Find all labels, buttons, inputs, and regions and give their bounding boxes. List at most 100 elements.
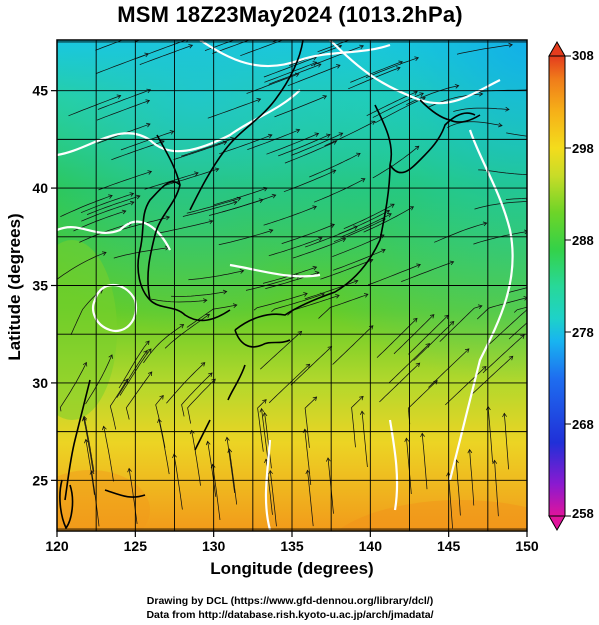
streamline-arrowhead — [464, 348, 470, 353]
chart-title: MSM 18Z23May2024 (1013.2hPa) — [117, 2, 463, 27]
streamline — [476, 297, 527, 320]
streamline-arrowhead — [322, 95, 328, 100]
streamline-arrowhead — [205, 440, 211, 446]
streamline-arrowhead — [429, 314, 435, 319]
streamline — [135, 40, 141, 42]
streamline — [261, 408, 269, 465]
streamline — [447, 121, 503, 128]
streamline-arrowhead — [101, 425, 107, 431]
streamline — [103, 426, 114, 482]
streamline-arrowhead — [268, 469, 273, 475]
streamline-arrowhead — [524, 229, 527, 235]
streamline — [155, 395, 166, 448]
lat-lon-grid — [56, 40, 528, 531]
streamline — [332, 249, 386, 271]
streamline — [139, 44, 193, 65]
streamline-arrowhead — [145, 99, 151, 104]
colorbar-tick-label: 288 — [572, 233, 594, 248]
streamline — [494, 460, 499, 517]
streamline-arrowhead — [258, 198, 264, 203]
streamline-arrowhead — [169, 130, 175, 135]
streamline-arrowhead — [211, 378, 216, 384]
streamline — [213, 187, 268, 206]
streamline — [73, 210, 126, 232]
streamline — [304, 429, 312, 485]
streamline — [421, 433, 428, 490]
streamline — [372, 145, 420, 179]
streamline-arrowhead — [520, 334, 525, 339]
streamline-arrowhead — [337, 44, 343, 50]
streamline — [292, 238, 346, 259]
streamline-arrowhead — [356, 152, 361, 157]
streamline — [115, 216, 170, 232]
streamline-arrowhead — [321, 22, 325, 26]
streamline-arrowhead — [330, 223, 335, 228]
lon-tick-label: 120 — [45, 538, 69, 554]
streamline — [186, 304, 237, 328]
streamline-arrowhead — [416, 263, 421, 268]
streamline — [80, 193, 134, 214]
streamline-arrowhead — [336, 64, 341, 69]
streamline — [313, 178, 366, 203]
streamline — [57, 252, 107, 280]
streamline-arrowhead — [147, 371, 153, 377]
streamline-arrowhead — [188, 44, 194, 49]
streamline — [257, 399, 267, 452]
streamline-arrowhead — [314, 132, 320, 137]
streamline — [376, 318, 418, 358]
streamline-arrowhead — [467, 448, 473, 454]
streamline-arrowhead — [305, 469, 311, 475]
streamline-arrowhead — [396, 66, 401, 71]
streamline — [268, 63, 322, 85]
streamline — [508, 322, 527, 340]
streamline — [482, 334, 525, 374]
streamline-arrowhead — [259, 407, 265, 413]
streamline-arrowhead — [186, 40, 189, 43]
streamline — [406, 438, 412, 495]
streamline-arrowhead — [502, 412, 508, 418]
streamline-arrowhead — [289, 36, 293, 40]
streamline — [324, 120, 376, 147]
lat-tick-label: 35 — [32, 278, 48, 294]
streamline — [209, 199, 263, 216]
streamline — [263, 56, 317, 78]
streamline-arrowhead — [200, 362, 206, 367]
streamline — [219, 134, 273, 155]
streamline — [266, 133, 319, 155]
streamline-arrowhead — [505, 106, 510, 112]
streamline — [268, 237, 323, 257]
streamline-arrowhead — [317, 236, 323, 242]
streamline-arrowhead — [413, 90, 418, 96]
latitude-tick-labels: 25 30 35 40 45 — [32, 83, 57, 488]
streamline-arrowhead — [360, 178, 366, 183]
streamline — [340, 213, 392, 238]
streamline-arrowhead — [413, 317, 418, 323]
streamline-arrowhead — [295, 128, 301, 134]
streamline-arrowhead — [477, 304, 483, 310]
lon-tick-label: 140 — [359, 538, 383, 554]
streamline-arrowhead — [144, 30, 148, 34]
y-axis-label: Latitude (degrees) — [5, 213, 24, 360]
streamline-arrowhead — [454, 83, 460, 89]
streamline — [332, 325, 374, 365]
streamline-arrowhead — [294, 72, 300, 78]
streamline-arrowhead — [363, 293, 369, 298]
streamline — [83, 416, 95, 472]
streamline-arrowhead — [381, 248, 386, 254]
streamline — [188, 270, 244, 281]
streamline — [173, 454, 183, 510]
streamline — [456, 44, 513, 55]
streamline-arrowhead — [147, 348, 152, 353]
streamline — [144, 172, 199, 190]
streamline-arrowhead — [145, 340, 150, 345]
streamline-arrowhead — [370, 120, 376, 125]
streamline-arrowhead — [222, 289, 228, 295]
credit-drawing: Drawing by DCL (https://www.gfd-dennou.o… — [146, 595, 434, 607]
lon-tick-label: 130 — [202, 538, 226, 554]
streamline — [181, 372, 213, 417]
streamline — [307, 470, 314, 527]
streamline-arrowhead — [387, 213, 392, 218]
streamline-arrowhead — [89, 470, 95, 475]
streamline-arrowhead — [419, 92, 424, 97]
streamline — [128, 468, 138, 524]
